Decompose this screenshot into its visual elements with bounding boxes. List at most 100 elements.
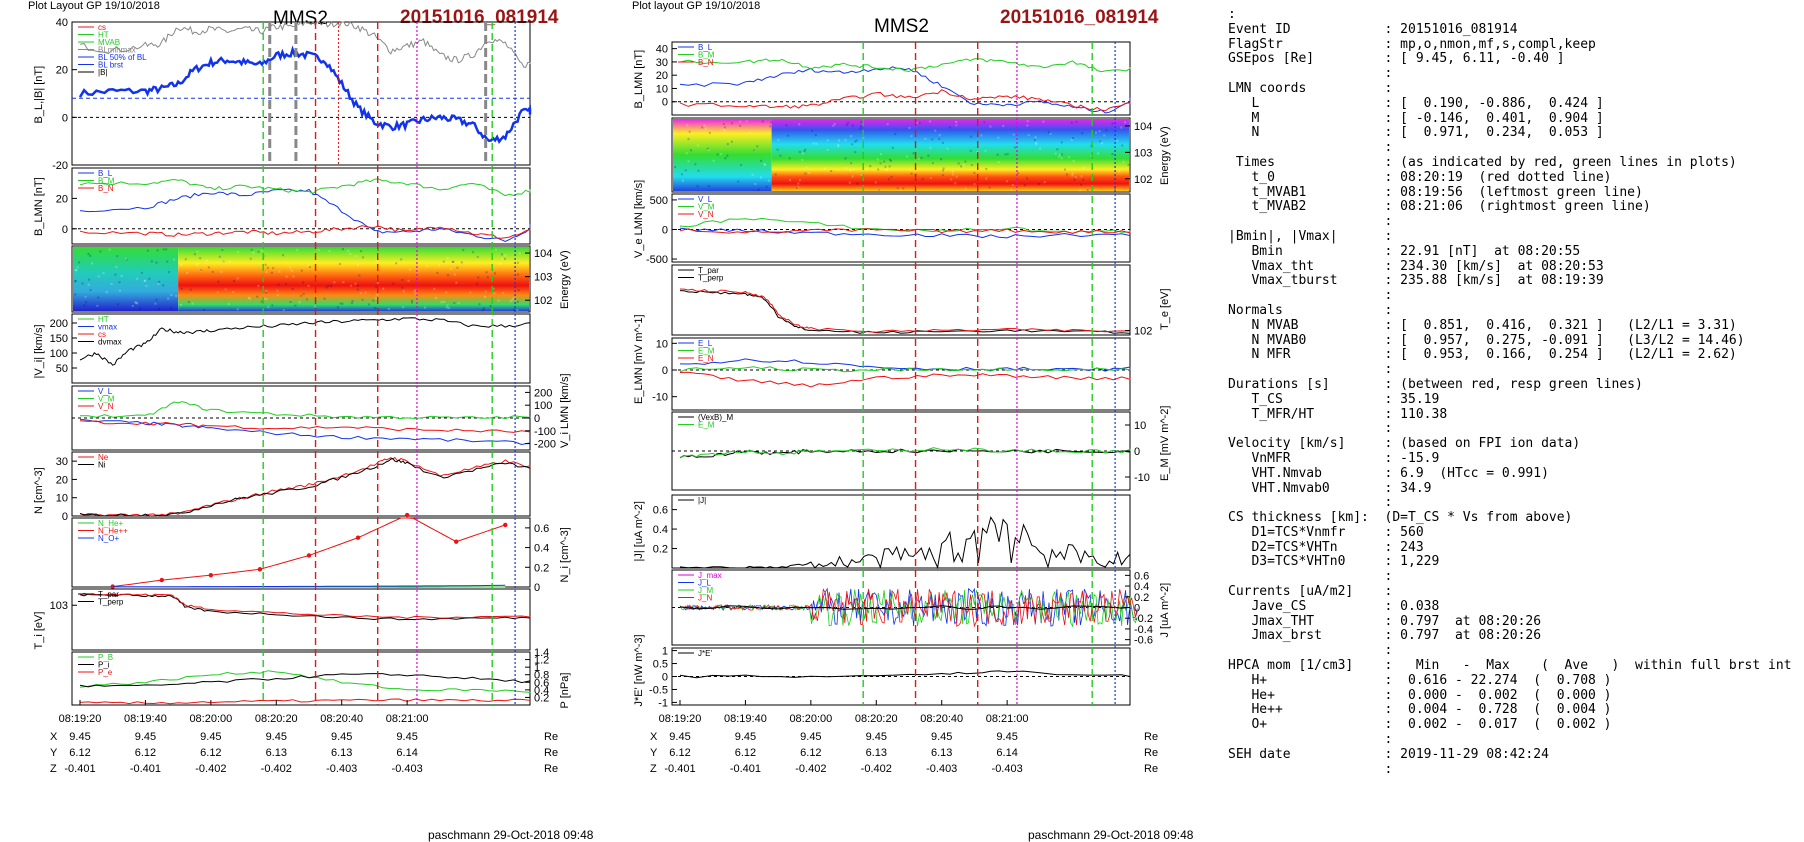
spectrogram-texture — [1055, 153, 1057, 155]
spectrogram-texture — [186, 272, 188, 274]
spectrogram-texture — [815, 134, 817, 136]
y-tick-label: 0.6 — [534, 523, 549, 535]
spectrogram-texture — [796, 187, 798, 189]
spectrogram-texture — [222, 261, 224, 263]
data-point — [160, 578, 164, 582]
data-point — [258, 567, 262, 571]
spectrogram-texture — [929, 120, 931, 122]
spectrogram-texture — [746, 120, 748, 122]
ephem-value: -0.403 — [392, 763, 423, 775]
spectrogram-texture — [956, 176, 958, 178]
y-tick-label: 50 — [56, 363, 68, 375]
spectrogram-texture — [830, 170, 832, 172]
spectrogram-texture — [720, 153, 722, 155]
legend-label: P_e — [98, 668, 113, 677]
spectrogram-texture — [360, 292, 362, 294]
spectrogram-texture — [477, 276, 479, 278]
spectrogram-texture — [301, 270, 303, 272]
spectrogram-texture — [908, 127, 910, 129]
spectrogram-texture — [166, 261, 168, 263]
spectrogram-texture — [435, 297, 437, 299]
ephem-value: -0.402 — [195, 763, 226, 775]
spectrogram-texture — [441, 301, 443, 303]
spectrogram-texture — [237, 277, 239, 279]
ephem-value: 6.14 — [996, 747, 1017, 759]
spectrogram-texture — [766, 186, 768, 188]
spectrogram-texture — [1038, 183, 1040, 185]
spectrogram-texture — [1012, 184, 1014, 186]
spectrogram-texture — [808, 172, 810, 174]
ephem-unit: Re — [544, 731, 558, 743]
spectrogram-texture — [157, 249, 159, 251]
spectrogram-texture — [897, 187, 899, 189]
spectrogram-texture — [516, 309, 518, 311]
spectrogram-texture — [453, 302, 455, 304]
spectrogram-post — [178, 247, 529, 311]
series-vm — [80, 402, 530, 419]
spectrogram-texture — [173, 259, 175, 261]
spectrogram-texture — [485, 271, 487, 273]
spectrogram-texture — [950, 178, 952, 180]
spectrogram-texture — [456, 267, 458, 269]
spectrogram-texture — [955, 124, 957, 126]
ephem-value: 9.45 — [266, 731, 287, 743]
legend-label: |J| — [698, 496, 706, 505]
y-tick-label: 0.4 — [653, 524, 668, 536]
spectrogram-texture — [376, 294, 378, 296]
spectrogram-texture — [943, 167, 945, 169]
series-en — [680, 372, 1130, 387]
spectrogram-texture — [357, 289, 359, 291]
spectrogram-texture — [450, 268, 452, 270]
y-tick-label: 0.6 — [1134, 570, 1149, 582]
spectrogram-texture — [694, 163, 696, 165]
spectrogram-texture — [877, 168, 879, 170]
panel-frame — [72, 518, 530, 587]
ephem-value: 6.12 — [669, 747, 690, 759]
spectrogram-texture — [461, 261, 463, 263]
spectrogram-texture — [401, 287, 403, 289]
spectrogram-texture — [854, 141, 856, 143]
spectrogram-texture — [789, 179, 791, 181]
series-em — [680, 367, 1130, 372]
spectrogram-texture — [443, 261, 445, 263]
spectrogram-texture — [117, 303, 119, 305]
x-tick-label: 08:21:00 — [986, 713, 1029, 725]
spectrogram-texture — [342, 281, 344, 283]
spectrogram-texture — [758, 189, 760, 191]
spectrogram-texture — [1064, 169, 1066, 171]
spectrogram-texture — [362, 256, 364, 258]
spectrogram-texture — [1114, 188, 1116, 190]
ephem-value: 9.45 — [735, 731, 756, 743]
spectrogram-texture — [1074, 179, 1076, 181]
spectrogram-texture — [824, 167, 826, 169]
spectrogram-texture — [314, 306, 316, 308]
spectrogram-texture — [797, 182, 799, 184]
spectrogram-texture — [85, 301, 87, 303]
spectrogram-texture — [485, 291, 487, 293]
mid-panel-7: 0.20.40.6|J| [uA m^-2]|J| — [633, 495, 1130, 568]
spectrogram-texture — [1103, 134, 1105, 136]
spectrogram-texture — [1120, 126, 1122, 128]
y-tick-label: 103 — [1134, 147, 1152, 159]
spectrogram-texture — [889, 165, 891, 167]
ephem-row-label-x: X — [50, 731, 58, 743]
spectrogram-texture — [1013, 134, 1015, 136]
spectrogram-texture — [306, 298, 308, 300]
spectrogram-texture — [875, 181, 877, 183]
spectrogram-texture — [501, 253, 503, 255]
spectrogram-texture — [1061, 157, 1063, 159]
y-tick-label: 40 — [56, 17, 68, 29]
series-bm — [80, 179, 530, 196]
panel-frame — [72, 452, 530, 516]
y-axis-label: B_LMN [nT] — [633, 50, 645, 109]
ephem-value: -0.401 — [664, 763, 695, 775]
ephem-row-label-z: Z — [50, 763, 57, 775]
